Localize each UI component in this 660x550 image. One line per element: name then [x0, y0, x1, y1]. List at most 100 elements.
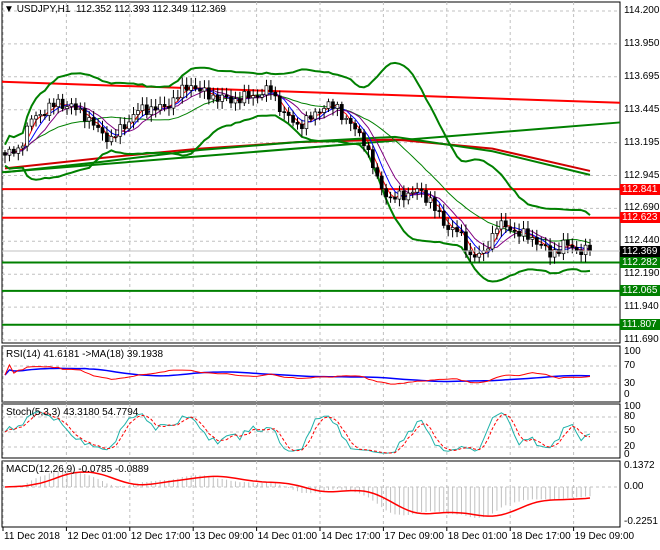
bear-candle	[508, 226, 513, 231]
stoch-axis-label: 80	[624, 411, 636, 422]
bull-candle	[313, 111, 318, 120]
bear-candle	[370, 149, 375, 169]
bear-candle	[353, 123, 357, 130]
price-label: 113.445	[624, 103, 660, 115]
bull-candle	[131, 114, 136, 123]
bear-candle	[424, 190, 428, 203]
bear-candle	[229, 96, 233, 104]
rsi-ma-line	[4, 367, 591, 383]
close-value: 112.369	[190, 4, 226, 15]
bear-candle	[472, 254, 477, 258]
bear-candle	[277, 95, 282, 113]
bear-candle	[339, 104, 344, 120]
bull-candle	[304, 115, 309, 130]
bear-candle	[3, 152, 7, 156]
bull-candle	[495, 228, 499, 234]
bear-candle	[74, 103, 78, 111]
bull-candle	[25, 125, 30, 147]
time-label: 17 Dec 09:00	[384, 531, 444, 542]
bear-candle	[162, 104, 167, 107]
time-label: 12 Dec 17:00	[130, 531, 191, 542]
high-value: 112.393	[114, 4, 150, 15]
bear-candle	[144, 104, 149, 115]
bear-candle	[12, 148, 16, 154]
bear-candle	[215, 94, 220, 102]
rsi-axis-label: 100	[624, 346, 641, 357]
bear-candle	[91, 117, 96, 126]
bull-candle	[251, 95, 256, 99]
bull-candle	[175, 97, 180, 100]
bull-candle	[561, 239, 566, 255]
bear-candle	[539, 243, 544, 246]
bull-candle	[38, 114, 43, 117]
macd-axis-label: 0.1372	[624, 460, 655, 471]
macd-axis-label: -0.2251	[624, 516, 658, 527]
bear-candle	[526, 228, 530, 240]
bear-candle	[557, 249, 561, 255]
symbol-label: USDJPY,H1	[16, 4, 71, 15]
rsi-label: RSI(14) 41.6181 ->MA(18) 39.1938	[6, 349, 164, 360]
stoch-signal-line	[4, 412, 591, 454]
bear-candle	[375, 167, 380, 177]
macd-signal-line	[4, 471, 591, 517]
bull-candle	[29, 118, 34, 127]
level-price-tag: 112.282	[620, 256, 660, 268]
stoch-axis-label: 20	[624, 441, 636, 452]
bull-candle	[136, 110, 140, 115]
bull-candle	[211, 94, 216, 100]
rsi-axis-label: 70	[624, 360, 636, 371]
bear-candle	[300, 123, 304, 130]
collapse-triangle-icon[interactable]: ▼	[4, 4, 14, 15]
bear-candle	[60, 98, 65, 109]
current-price-tag: 112.369	[620, 245, 660, 257]
bull-candle	[477, 252, 482, 258]
price-label: 111.940	[624, 301, 659, 313]
stoch-main-line	[4, 411, 591, 454]
main-panel	[1, 1, 621, 344]
bull-candle	[242, 91, 247, 104]
bull-candle	[189, 85, 193, 91]
time-label: 18 Dec 01:00	[447, 531, 508, 542]
bear-candle	[246, 91, 251, 99]
macd-axis-label: 0.00	[624, 481, 644, 492]
bear-candle	[570, 244, 575, 248]
macd-panel	[1, 460, 621, 528]
bull-candle	[521, 228, 526, 237]
bull-candle	[322, 108, 326, 113]
bull-candle	[530, 237, 535, 240]
resistance-trendline	[1, 80, 621, 104]
price-label: 113.950	[624, 37, 660, 49]
stoch-label: Stoch(5,3,3) 43.3180 54.7794	[6, 407, 139, 418]
bull-candle	[109, 136, 114, 143]
bull-candle	[260, 94, 264, 98]
bull-candle	[410, 191, 415, 194]
bull-candle	[450, 227, 455, 230]
time-label: 19 Dec 09:00	[574, 531, 635, 542]
bear-candle	[419, 188, 424, 191]
macd-label: MACD(12,26,9) -0.0785 -0.0889	[6, 464, 149, 475]
time-label: 12 Dec 01:00	[67, 531, 127, 542]
bear-candle	[100, 127, 105, 134]
bollinger-lower-band	[4, 114, 591, 283]
bear-candle	[565, 239, 570, 246]
bear-candle	[455, 227, 459, 233]
bull-candle	[65, 106, 69, 109]
bear-candle	[348, 118, 353, 124]
bear-candle	[167, 106, 171, 109]
bear-candle	[459, 231, 464, 234]
rsi-axis-label: 0	[624, 389, 630, 400]
bear-candle	[503, 220, 508, 228]
bear-candle	[362, 132, 366, 147]
bear-candle	[193, 85, 198, 89]
price-label: 112.440	[624, 235, 660, 247]
bear-candle	[308, 115, 313, 120]
level-price-tag: 112.623	[620, 212, 660, 224]
bear-candle	[96, 124, 100, 128]
bull-candle	[47, 102, 52, 116]
bear-candle	[574, 247, 579, 251]
bull-candle	[56, 98, 61, 108]
bear-candle	[357, 128, 362, 134]
bull-candle	[335, 104, 340, 109]
